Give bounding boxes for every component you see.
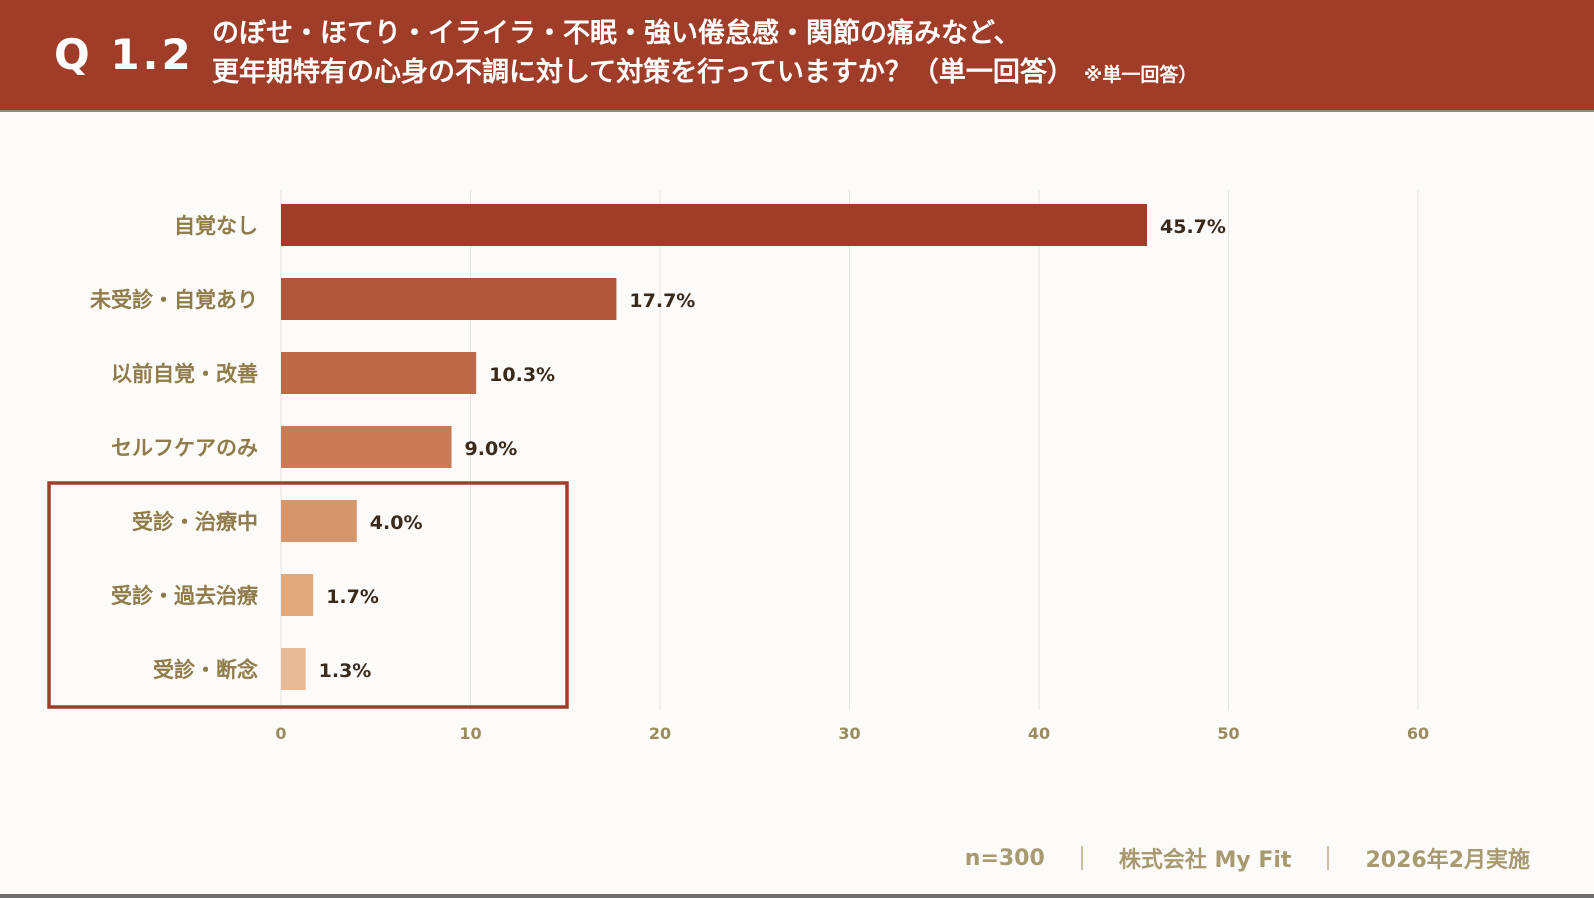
category-label: セルフケアのみ bbox=[111, 436, 258, 460]
question-header: Q 1.2 のぼせ・ほてり・イライラ・不眠・強い倦怠感・関節の痛みなど、 更年期… bbox=[0, 0, 1594, 112]
x-tick-label: 20 bbox=[649, 724, 671, 743]
answer-type-note: ※単一回答） bbox=[1083, 64, 1198, 86]
question-number: Q 1.2 bbox=[54, 30, 194, 79]
category-label: 自覚なし bbox=[174, 214, 258, 238]
x-tick-label: 50 bbox=[1217, 724, 1239, 743]
bar bbox=[281, 204, 1148, 246]
value-label: 17.7% bbox=[629, 290, 695, 312]
company-name: 株式会社 My Fit bbox=[1118, 848, 1292, 873]
value-label: 45.7% bbox=[1160, 216, 1226, 238]
x-tick-label: 0 bbox=[275, 724, 286, 743]
value-label: 10.3% bbox=[489, 364, 555, 386]
bar bbox=[281, 426, 452, 468]
x-tick-label: 30 bbox=[838, 724, 860, 743]
footer: n=300 株式会社 My Fit 2026年2月実施 bbox=[0, 840, 1530, 876]
x-axis-ticks: 0 10 20 30 40 50 60 bbox=[275, 724, 1429, 743]
x-tick-label: 10 bbox=[459, 724, 481, 743]
bar bbox=[281, 574, 314, 616]
category-label: 受診・治療中 bbox=[132, 510, 258, 534]
question-title: のぼせ・ほてり・イライラ・不眠・強い倦怠感・関節の痛みなど、 更年期特有の心身の… bbox=[212, 14, 1197, 95]
question-title-line-1: のぼせ・ほてり・イライラ・不眠・強い倦怠感・関節の痛みなど、 bbox=[212, 18, 1021, 49]
value-label: 1.7% bbox=[326, 586, 379, 608]
bar-chart: 自覚なし未受診・自覚あり以前自覚・改善セルフケアのみ受診・治療中受診・過去治療受… bbox=[47, 190, 1429, 743]
bar bbox=[281, 500, 357, 542]
value-label: 1.3% bbox=[319, 660, 372, 682]
question-title-line-2-text: 更年期特有の心身の不調に対して対策を行っていますか？（単一回答） bbox=[212, 57, 1074, 88]
grid-lines bbox=[280, 190, 1419, 710]
value-labels: 45.7% 17.7% 10.3% 9.0% 4.0% 1.7% 1.3% bbox=[319, 216, 1226, 682]
question-title-line-2: 更年期特有の心身の不調に対して対策を行っていますか？（単一回答） ※単一回答） bbox=[212, 53, 1197, 95]
category-label: 未受診・自覚あり bbox=[90, 288, 258, 312]
category-label: 以前自覚・改善 bbox=[111, 362, 258, 386]
sample-size: n=300 bbox=[964, 845, 1045, 871]
highlight-box bbox=[47, 481, 569, 709]
bar bbox=[281, 648, 306, 690]
x-tick-label: 40 bbox=[1028, 724, 1050, 743]
category-label: 受診・断念 bbox=[153, 658, 258, 682]
value-label: 4.0% bbox=[370, 512, 423, 534]
bars bbox=[281, 204, 1148, 690]
category-label: 受診・過去治療 bbox=[111, 584, 259, 608]
survey-date: 2026年2月実施 bbox=[1365, 848, 1530, 873]
category-labels: 自覚なし未受診・自覚あり以前自覚・改善セルフケアのみ受診・治療中受診・過去治療受… bbox=[90, 214, 259, 682]
value-label: 9.0% bbox=[465, 438, 518, 460]
x-tick-label: 60 bbox=[1407, 724, 1429, 743]
bar bbox=[281, 352, 477, 394]
bottom-border bbox=[0, 894, 1594, 898]
footer-separator bbox=[1080, 846, 1083, 870]
bar bbox=[281, 278, 617, 320]
footer-separator bbox=[1327, 846, 1330, 870]
